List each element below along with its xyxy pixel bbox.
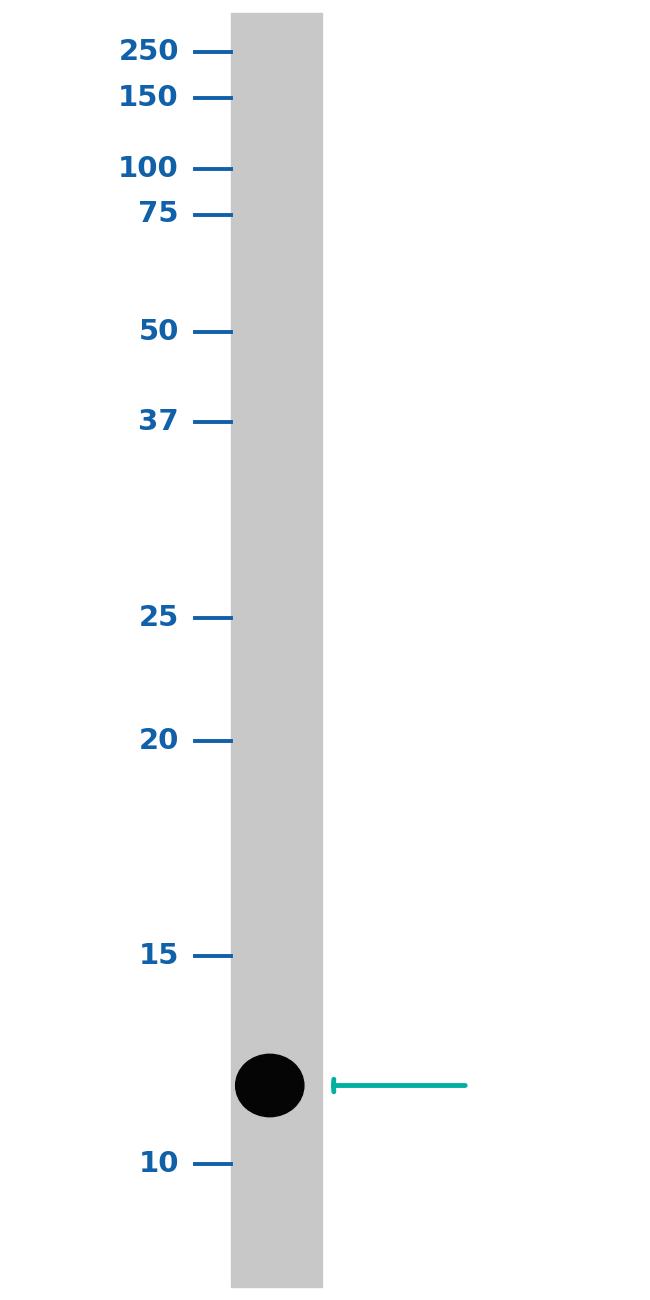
Text: 250: 250 bbox=[118, 38, 179, 66]
Text: 10: 10 bbox=[138, 1149, 179, 1178]
Text: 100: 100 bbox=[118, 155, 179, 183]
Text: 25: 25 bbox=[138, 603, 179, 632]
Bar bbox=[231, 13, 322, 1287]
Text: 75: 75 bbox=[138, 200, 179, 229]
Text: 150: 150 bbox=[118, 83, 179, 112]
Text: 37: 37 bbox=[138, 408, 179, 437]
Text: 20: 20 bbox=[138, 727, 179, 755]
Text: 15: 15 bbox=[138, 941, 179, 970]
Text: 50: 50 bbox=[138, 317, 179, 346]
Ellipse shape bbox=[235, 1054, 304, 1117]
